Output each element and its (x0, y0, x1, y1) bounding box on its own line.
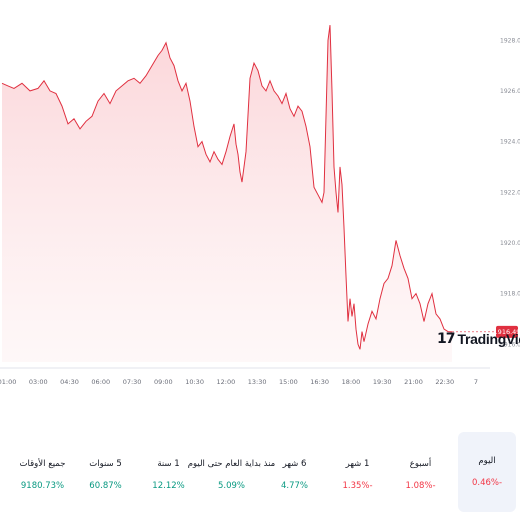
period-tab[interactable]: اليوم 0.46%- (458, 432, 516, 512)
last-price-label: 1916.49 (494, 328, 520, 336)
tradingview-wordmark: TradingView (457, 331, 520, 347)
period-change-value: 1.35%- (342, 481, 373, 491)
y-axis: 1916.00 1918.00 1920.00 1922.00 1924.00 1926.… (500, 37, 520, 348)
tradingview-logo[interactable]: 17 TradingView (437, 331, 520, 347)
x-tick-label: 09:00 (154, 378, 173, 386)
period-tab[interactable]: جميع الأوقات 9180.73% (11, 430, 74, 520)
period-change-value: 0.46%- (471, 478, 503, 488)
x-tick-label: 12:00 (216, 378, 235, 386)
y-tick-label: 1922.00 (500, 189, 520, 196)
period-label: جميع الأوقات (19, 459, 66, 469)
period-label: 1 سنة (157, 459, 180, 469)
y-tick-label: 1920.00 (500, 240, 520, 247)
x-tick-label: 21:00 (404, 378, 423, 386)
x-tick-label: 19:30 (373, 378, 392, 386)
period-label: منذ بداية العام حتى اليوم (187, 459, 276, 469)
period-tab[interactable]: 6 شهر 4.77% (263, 430, 326, 520)
x-tick-label: 07:30 (123, 378, 142, 386)
x-tick-label: 13:30 (248, 378, 267, 386)
x-axis: 01:00 03:00 04:30 06:00 07:30 09:00 10:30 12:00… (0, 367, 490, 386)
x-tick-label: 06:00 (91, 378, 110, 386)
x-tick-label: 7 (474, 378, 478, 386)
price-chart-svg[interactable]: 1916.00 1918.00 1920.00 1922.00 1924.00 1926.… (0, 0, 520, 400)
y-tick-label: 1928.00 (500, 37, 520, 44)
period-label: 6 شهر (282, 459, 307, 469)
period-tab[interactable]: منذ بداية العام حتى اليوم 5.09% (188, 430, 275, 520)
x-tick-label: 10:30 (185, 378, 204, 386)
y-tick-label: 1916.00 (500, 341, 520, 348)
x-tick-label: 03:00 (29, 378, 48, 386)
period-label: 1 شهر (345, 459, 370, 469)
last-price-tag: 1916.49 (452, 325, 520, 338)
period-tab[interactable]: 5 سنوات 60.87% (74, 430, 137, 520)
period-change-value: 12.12% (152, 481, 185, 491)
period-change-value: 4.77% (281, 481, 309, 491)
x-tick-label: 22:30 (435, 378, 454, 386)
x-tick-label: 16:30 (310, 378, 329, 386)
y-tick-label: 1918.00 (500, 291, 520, 298)
period-change-value: 60.87% (89, 481, 122, 491)
price-chart[interactable]: 1916.00 1918.00 1920.00 1922.00 1924.00 1926.… (0, 0, 520, 400)
period-change-value: 9180.73% (20, 481, 65, 491)
x-tick-label: 04:30 (60, 378, 79, 386)
price-line (1, 25, 453, 350)
price-area-fill (2, 25, 452, 362)
period-tab[interactable]: أسبوع 1.08%- (389, 430, 452, 520)
period-label: اليوم (478, 456, 496, 466)
performance-periods: اليوم 0.46%- أسبوع 1.08%- 1 شهر 1.35%- 6 شهر 4.… (0, 430, 520, 520)
x-tick-label: 01:00 (0, 378, 16, 386)
period-change-value: 5.09% (218, 481, 246, 491)
tradingview-mark-icon: 17 (437, 331, 456, 347)
period-label: أسبوع (409, 459, 432, 469)
x-tick-label: 18:00 (342, 378, 361, 386)
period-change-value: 1.08%- (405, 481, 436, 491)
y-tick-label: 1926.00 (500, 88, 520, 95)
y-tick-label: 1924.00 (500, 139, 520, 146)
x-tick-label: 15:00 (279, 378, 298, 386)
last-price-badge (496, 325, 518, 338)
period-label: 5 سنوات (89, 459, 122, 469)
period-tab[interactable]: 1 سنة 12.12% (137, 430, 200, 520)
period-tab[interactable]: 1 شهر 1.35%- (326, 430, 389, 520)
